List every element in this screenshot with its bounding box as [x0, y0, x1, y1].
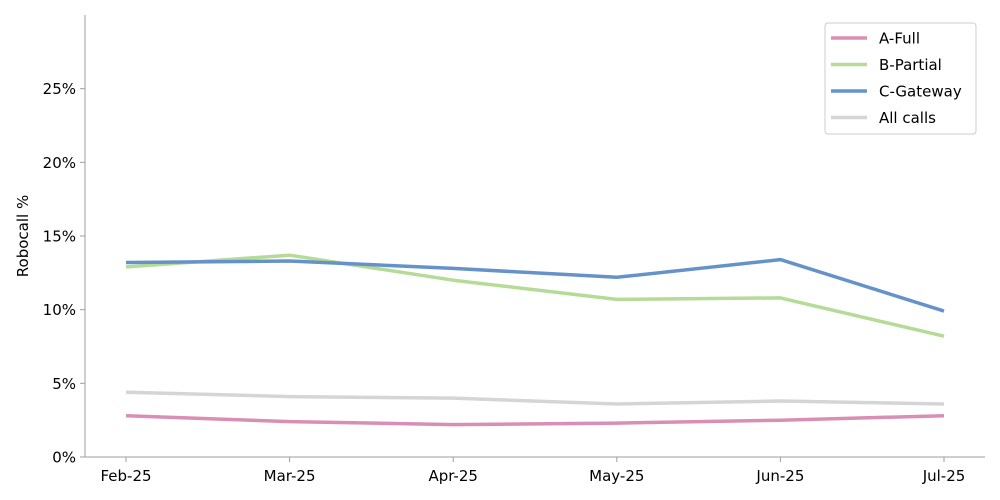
- y-ticks: 0% 5% 10% 15% 20% 25%: [43, 80, 85, 467]
- y-tick-label: 25%: [43, 80, 76, 98]
- x-tick-label: Jul-25: [922, 467, 966, 485]
- y-tick-label: 15%: [43, 228, 76, 246]
- series-line-b-partial: [125, 253, 945, 338]
- legend-label-c-gateway: C-Gateway: [879, 83, 962, 101]
- series-line-a-full: [125, 413, 945, 427]
- x-tick-label: Jun-25: [755, 467, 804, 485]
- legend-label-all-calls: All calls: [879, 109, 936, 127]
- x-tick-label: May-25: [589, 467, 644, 485]
- y-axis-title: Robocall %: [14, 195, 32, 277]
- series-line-c-gateway: [125, 257, 945, 313]
- x-tick-label: Apr-25: [428, 467, 478, 485]
- y-tick-label: 10%: [43, 301, 76, 319]
- x-ticks: Feb-25 Mar-25 Apr-25 May-25 Jun-25 Jul-25: [100, 457, 965, 485]
- x-tick-label: Mar-25: [264, 467, 316, 485]
- y-tick-label: 0%: [52, 449, 76, 467]
- series-line-all-calls: [125, 390, 945, 406]
- legend: A-Full B-Partial C-Gateway All calls: [824, 22, 977, 135]
- legend-box: [824, 22, 977, 135]
- y-tick-label: 20%: [43, 154, 76, 172]
- y-tick-label: 5%: [52, 375, 76, 393]
- legend-label-b-partial: B-Partial: [879, 56, 942, 74]
- legend-label-a-full: A-Full: [879, 30, 920, 48]
- series-lines: [125, 253, 945, 427]
- x-tick-label: Feb-25: [100, 467, 151, 485]
